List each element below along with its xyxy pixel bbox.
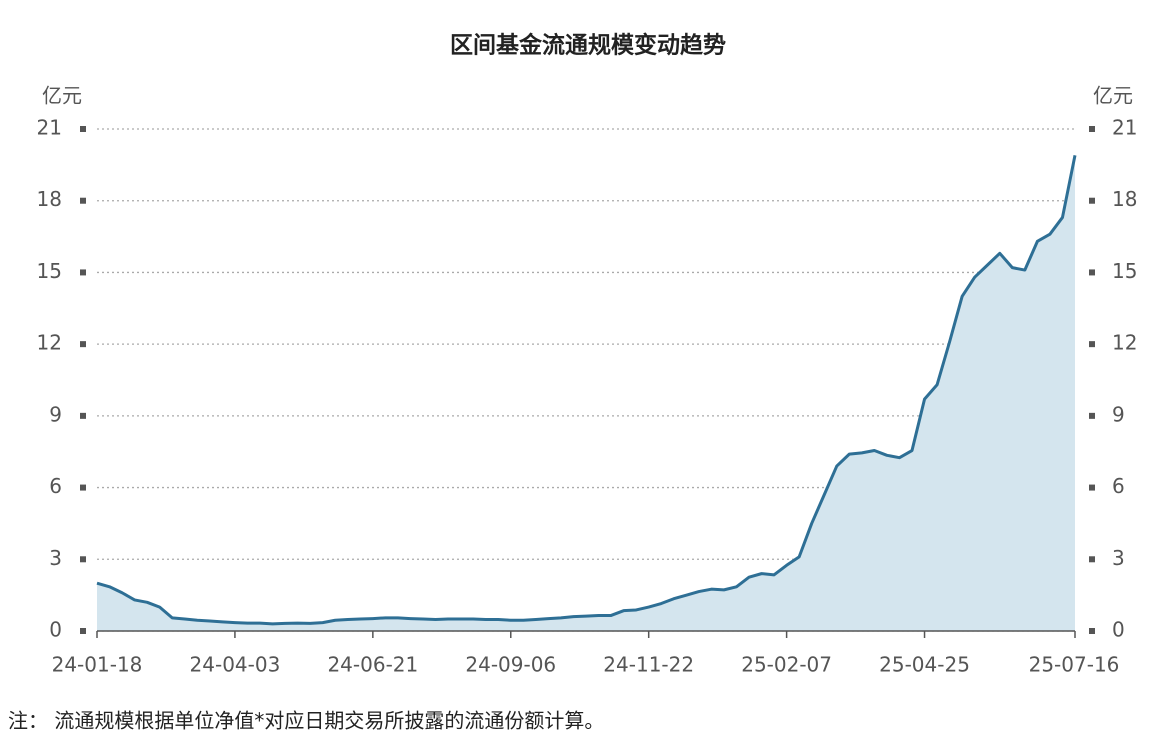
y2-tick-mark: [1089, 126, 1095, 132]
x-tick-label: 24-06-21: [327, 653, 418, 677]
y2-tick-label: 15: [1112, 259, 1137, 283]
y2-tick-label: 9: [1112, 402, 1125, 426]
y-tick-label: 0: [49, 618, 62, 642]
y2-tick-label: 0: [1112, 618, 1125, 642]
y2-tick-mark: [1089, 412, 1095, 419]
y2-tick-label: 18: [1112, 187, 1137, 211]
line: [96, 154, 1077, 626]
y2-tick-mark: [1089, 556, 1095, 563]
area: [97, 155, 1075, 632]
y-tick-label: 12: [37, 331, 62, 355]
y-tick-label: 15: [37, 259, 62, 283]
y-tick-mark: [80, 556, 86, 563]
y-tick-label: 3: [49, 546, 62, 570]
y-tick-mark: [80, 126, 86, 132]
y2-tick-mark: [1089, 341, 1095, 348]
y-tick-label: 21: [37, 116, 62, 140]
chart-title: 区间基金流通规模变动趋势: [450, 32, 726, 59]
y2-tick-mark: [1089, 269, 1095, 276]
x-tick-label: 25-04-25: [879, 653, 970, 677]
x-tick-label: 24-01-18: [52, 653, 143, 677]
y2-axis-label: 亿元: [1093, 84, 1133, 108]
y2-tick-label: 3: [1112, 546, 1125, 570]
y-tick-mark: [80, 412, 86, 419]
footnote: 注： 流通规模根据单位净值*对应日期交易所披露的流通份额计算。: [8, 709, 604, 733]
y-tick-mark: [80, 197, 86, 204]
y2-tick-label: 12: [1112, 331, 1137, 355]
x-tick-label: 25-07-16: [1029, 653, 1120, 677]
y2-tick-mark: [1089, 484, 1095, 491]
y-tick-mark: [80, 484, 86, 491]
y-tick-mark: [80, 341, 86, 348]
y-axis-label: 亿元: [42, 84, 82, 108]
y-tick-label: 6: [49, 474, 62, 498]
y-tick-label: 9: [49, 402, 62, 426]
y-tick-mark: [80, 628, 86, 634]
y2-tick-label: 6: [1112, 474, 1125, 498]
y-tick-label: 18: [37, 187, 62, 211]
y2-tick-mark: [1089, 628, 1095, 634]
x-tick-label: 24-11-22: [603, 653, 694, 677]
x-tick-label: 24-04-03: [190, 653, 281, 677]
y-tick-mark: [80, 269, 86, 276]
x-tick-label: 25-02-07: [741, 653, 832, 677]
x-tick-label: 24-09-06: [465, 653, 556, 677]
y2-tick-label: 21: [1112, 116, 1137, 140]
y2-tick-mark: [1089, 197, 1095, 204]
